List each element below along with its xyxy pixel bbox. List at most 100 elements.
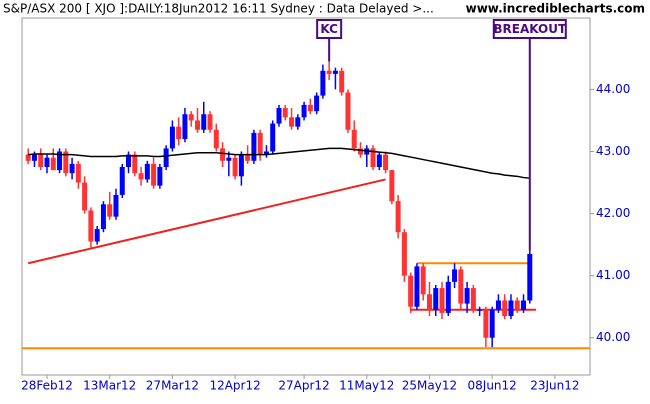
candle-body — [477, 309, 483, 311]
candle-body — [163, 148, 169, 168]
x-tick-label: 28Feb12 — [21, 379, 73, 393]
y-tick-label: 40.00 — [596, 330, 630, 344]
candle-body — [276, 108, 282, 124]
candle-body — [245, 154, 251, 161]
candle-body — [426, 294, 432, 310]
annotation-box — [316, 19, 343, 39]
candle-body — [395, 201, 401, 233]
candle-body — [144, 163, 150, 180]
candle-body — [100, 204, 106, 230]
candle-body — [201, 114, 207, 130]
chart-title: S&P/ASX 200 [ XJO ]:DAILY:18Jun2012 16:1… — [3, 2, 434, 16]
candle-body — [458, 269, 464, 304]
candle-body — [508, 300, 514, 317]
candle-body — [452, 269, 458, 282]
x-tick-label: 23Jun12 — [530, 379, 579, 393]
candle-body — [75, 163, 81, 183]
candle-body — [82, 182, 88, 211]
candle-body — [50, 157, 56, 171]
candle-body — [314, 95, 320, 112]
candle-body — [445, 281, 451, 313]
y-tick-label: 41.00 — [596, 268, 630, 282]
x-tick-label: 27Apr12 — [278, 379, 329, 393]
candle-body — [489, 309, 495, 338]
candle-body — [383, 154, 389, 171]
y-tick-label: 42.00 — [596, 206, 630, 220]
candle-body — [138, 173, 144, 180]
candle-body — [157, 167, 163, 186]
candle-body — [69, 163, 75, 174]
candle-body — [345, 92, 351, 130]
candle-body — [226, 157, 232, 161]
y-tick-label: 44.00 — [596, 82, 630, 96]
candle-body — [257, 132, 263, 155]
candle-body — [514, 300, 520, 310]
candle-body — [326, 70, 332, 74]
candle-body — [282, 108, 288, 118]
x-tick-label: 08Jun12 — [468, 379, 517, 393]
annotation-box — [492, 19, 567, 39]
candle-body — [358, 148, 363, 155]
x-tick-label: 27Mar12 — [146, 379, 199, 393]
candle-body — [332, 70, 338, 74]
candle-body — [63, 151, 69, 174]
candle-body — [351, 129, 357, 149]
candle-body — [439, 288, 445, 313]
x-tick-label: 11May12 — [339, 379, 394, 393]
candle-body — [433, 288, 439, 310]
candle-body — [495, 300, 501, 310]
candle-body — [182, 114, 188, 140]
candle-body — [408, 275, 414, 307]
candle-body — [119, 167, 125, 195]
candle-body — [470, 288, 476, 310]
candle-body — [213, 129, 219, 149]
candle-body — [94, 229, 100, 242]
candle-body — [376, 154, 382, 168]
candle-body — [44, 157, 50, 168]
candle-body — [169, 126, 175, 149]
candle-body — [251, 132, 257, 161]
candle-body — [38, 154, 44, 168]
source: www.incrediblecharts.com — [466, 2, 645, 16]
candle-body — [207, 114, 213, 130]
moving-average — [28, 147, 530, 179]
candle-body — [339, 70, 345, 93]
candle-body — [295, 117, 301, 127]
candle-body — [270, 123, 276, 152]
candle-body — [31, 154, 37, 161]
candle-body — [232, 157, 238, 177]
candle-body — [307, 104, 313, 112]
trend-line — [27, 178, 386, 265]
candle-body — [151, 163, 157, 186]
x-tick-label: 13Mar12 — [83, 379, 136, 393]
candle-body — [320, 70, 326, 96]
candle-body — [113, 194, 119, 217]
candle-body — [521, 300, 527, 310]
candle-body — [132, 154, 138, 174]
candle-body — [238, 154, 244, 177]
candle-body — [57, 151, 63, 171]
candle-body — [107, 204, 113, 217]
candle-body — [263, 151, 269, 155]
candle-body — [483, 309, 489, 338]
candle-body — [176, 126, 182, 140]
candle-body — [502, 300, 508, 317]
annotation-label: BREAKOUT — [493, 22, 567, 36]
x-tick-label: 25May12 — [402, 379, 457, 393]
x-tick-label: 12Apr12 — [209, 379, 260, 393]
candle-body — [527, 253, 533, 301]
y-tick-label: 43.00 — [596, 144, 630, 158]
plot-frame — [21, 17, 591, 376]
candle-body — [126, 154, 132, 168]
candle-body — [301, 104, 307, 118]
candle-body — [188, 114, 194, 121]
candle-body — [88, 210, 94, 242]
candle-body — [194, 120, 200, 130]
candle-body — [420, 266, 426, 295]
candle-body — [370, 148, 376, 168]
annotation-label: KC — [320, 22, 338, 36]
candle-body — [401, 232, 407, 276]
candle-body — [464, 288, 470, 304]
